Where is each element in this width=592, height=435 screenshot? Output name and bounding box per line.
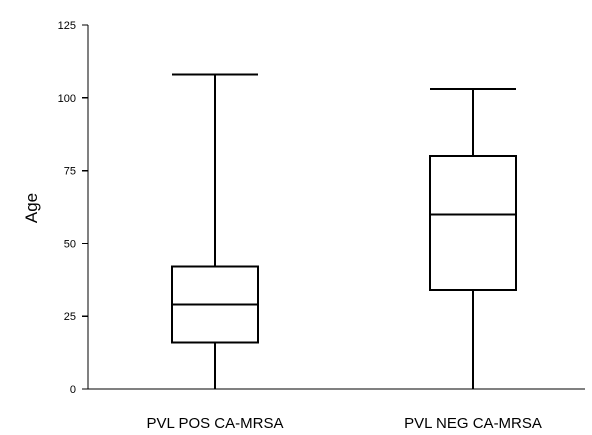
y-tick-label: 25 [64,311,76,323]
y-tick-label: 50 [64,238,76,250]
x-category-label: PVL POS CA-MRSA [147,415,284,432]
y-tick-label: 0 [70,384,76,396]
y-tick-label: 75 [64,166,76,178]
y-tick-label: 125 [58,20,76,32]
y-tick-label: 100 [58,93,76,105]
x-axis: PVL POS CA-MRSA PVL NEG CA-MRSA [88,388,585,432]
boxes [171,73,517,389]
x-category-label: PVL NEG CA-MRSA [404,415,542,432]
box-2 [429,88,517,389]
y-axis-label: Age [22,193,41,223]
y-axis: 0 25 50 75 100 125 [58,20,89,396]
iqr-box [429,155,517,291]
box-1 [171,73,259,389]
